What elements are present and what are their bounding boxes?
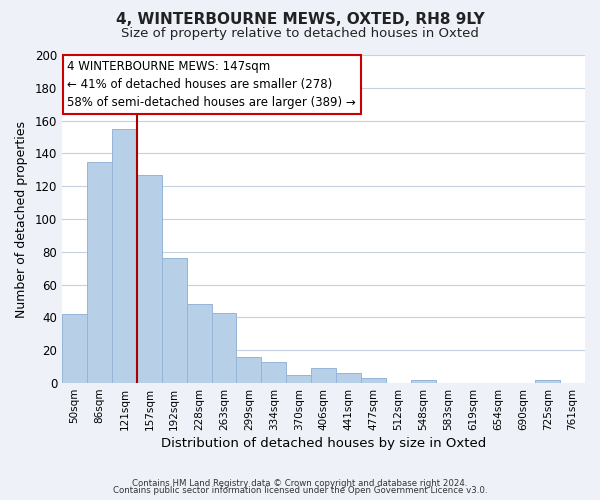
Bar bbox=[286, 375, 311, 383]
Bar bbox=[361, 378, 386, 383]
Text: Size of property relative to detached houses in Oxted: Size of property relative to detached ho… bbox=[121, 28, 479, 40]
X-axis label: Distribution of detached houses by size in Oxted: Distribution of detached houses by size … bbox=[161, 437, 486, 450]
Bar bbox=[137, 174, 162, 383]
Bar bbox=[411, 380, 436, 383]
Bar bbox=[62, 314, 87, 383]
Bar bbox=[187, 304, 212, 383]
Text: Contains public sector information licensed under the Open Government Licence v3: Contains public sector information licen… bbox=[113, 486, 487, 495]
Bar bbox=[236, 357, 262, 383]
Bar bbox=[336, 373, 361, 383]
Bar bbox=[87, 162, 112, 383]
Bar bbox=[311, 368, 336, 383]
Text: Contains HM Land Registry data © Crown copyright and database right 2024.: Contains HM Land Registry data © Crown c… bbox=[132, 478, 468, 488]
Text: 4 WINTERBOURNE MEWS: 147sqm
← 41% of detached houses are smaller (278)
58% of se: 4 WINTERBOURNE MEWS: 147sqm ← 41% of det… bbox=[67, 60, 356, 109]
Bar bbox=[262, 362, 286, 383]
Bar bbox=[212, 312, 236, 383]
Bar bbox=[112, 129, 137, 383]
Bar bbox=[535, 380, 560, 383]
Bar bbox=[162, 258, 187, 383]
Text: 4, WINTERBOURNE MEWS, OXTED, RH8 9LY: 4, WINTERBOURNE MEWS, OXTED, RH8 9LY bbox=[116, 12, 484, 28]
Y-axis label: Number of detached properties: Number of detached properties bbox=[15, 120, 28, 318]
